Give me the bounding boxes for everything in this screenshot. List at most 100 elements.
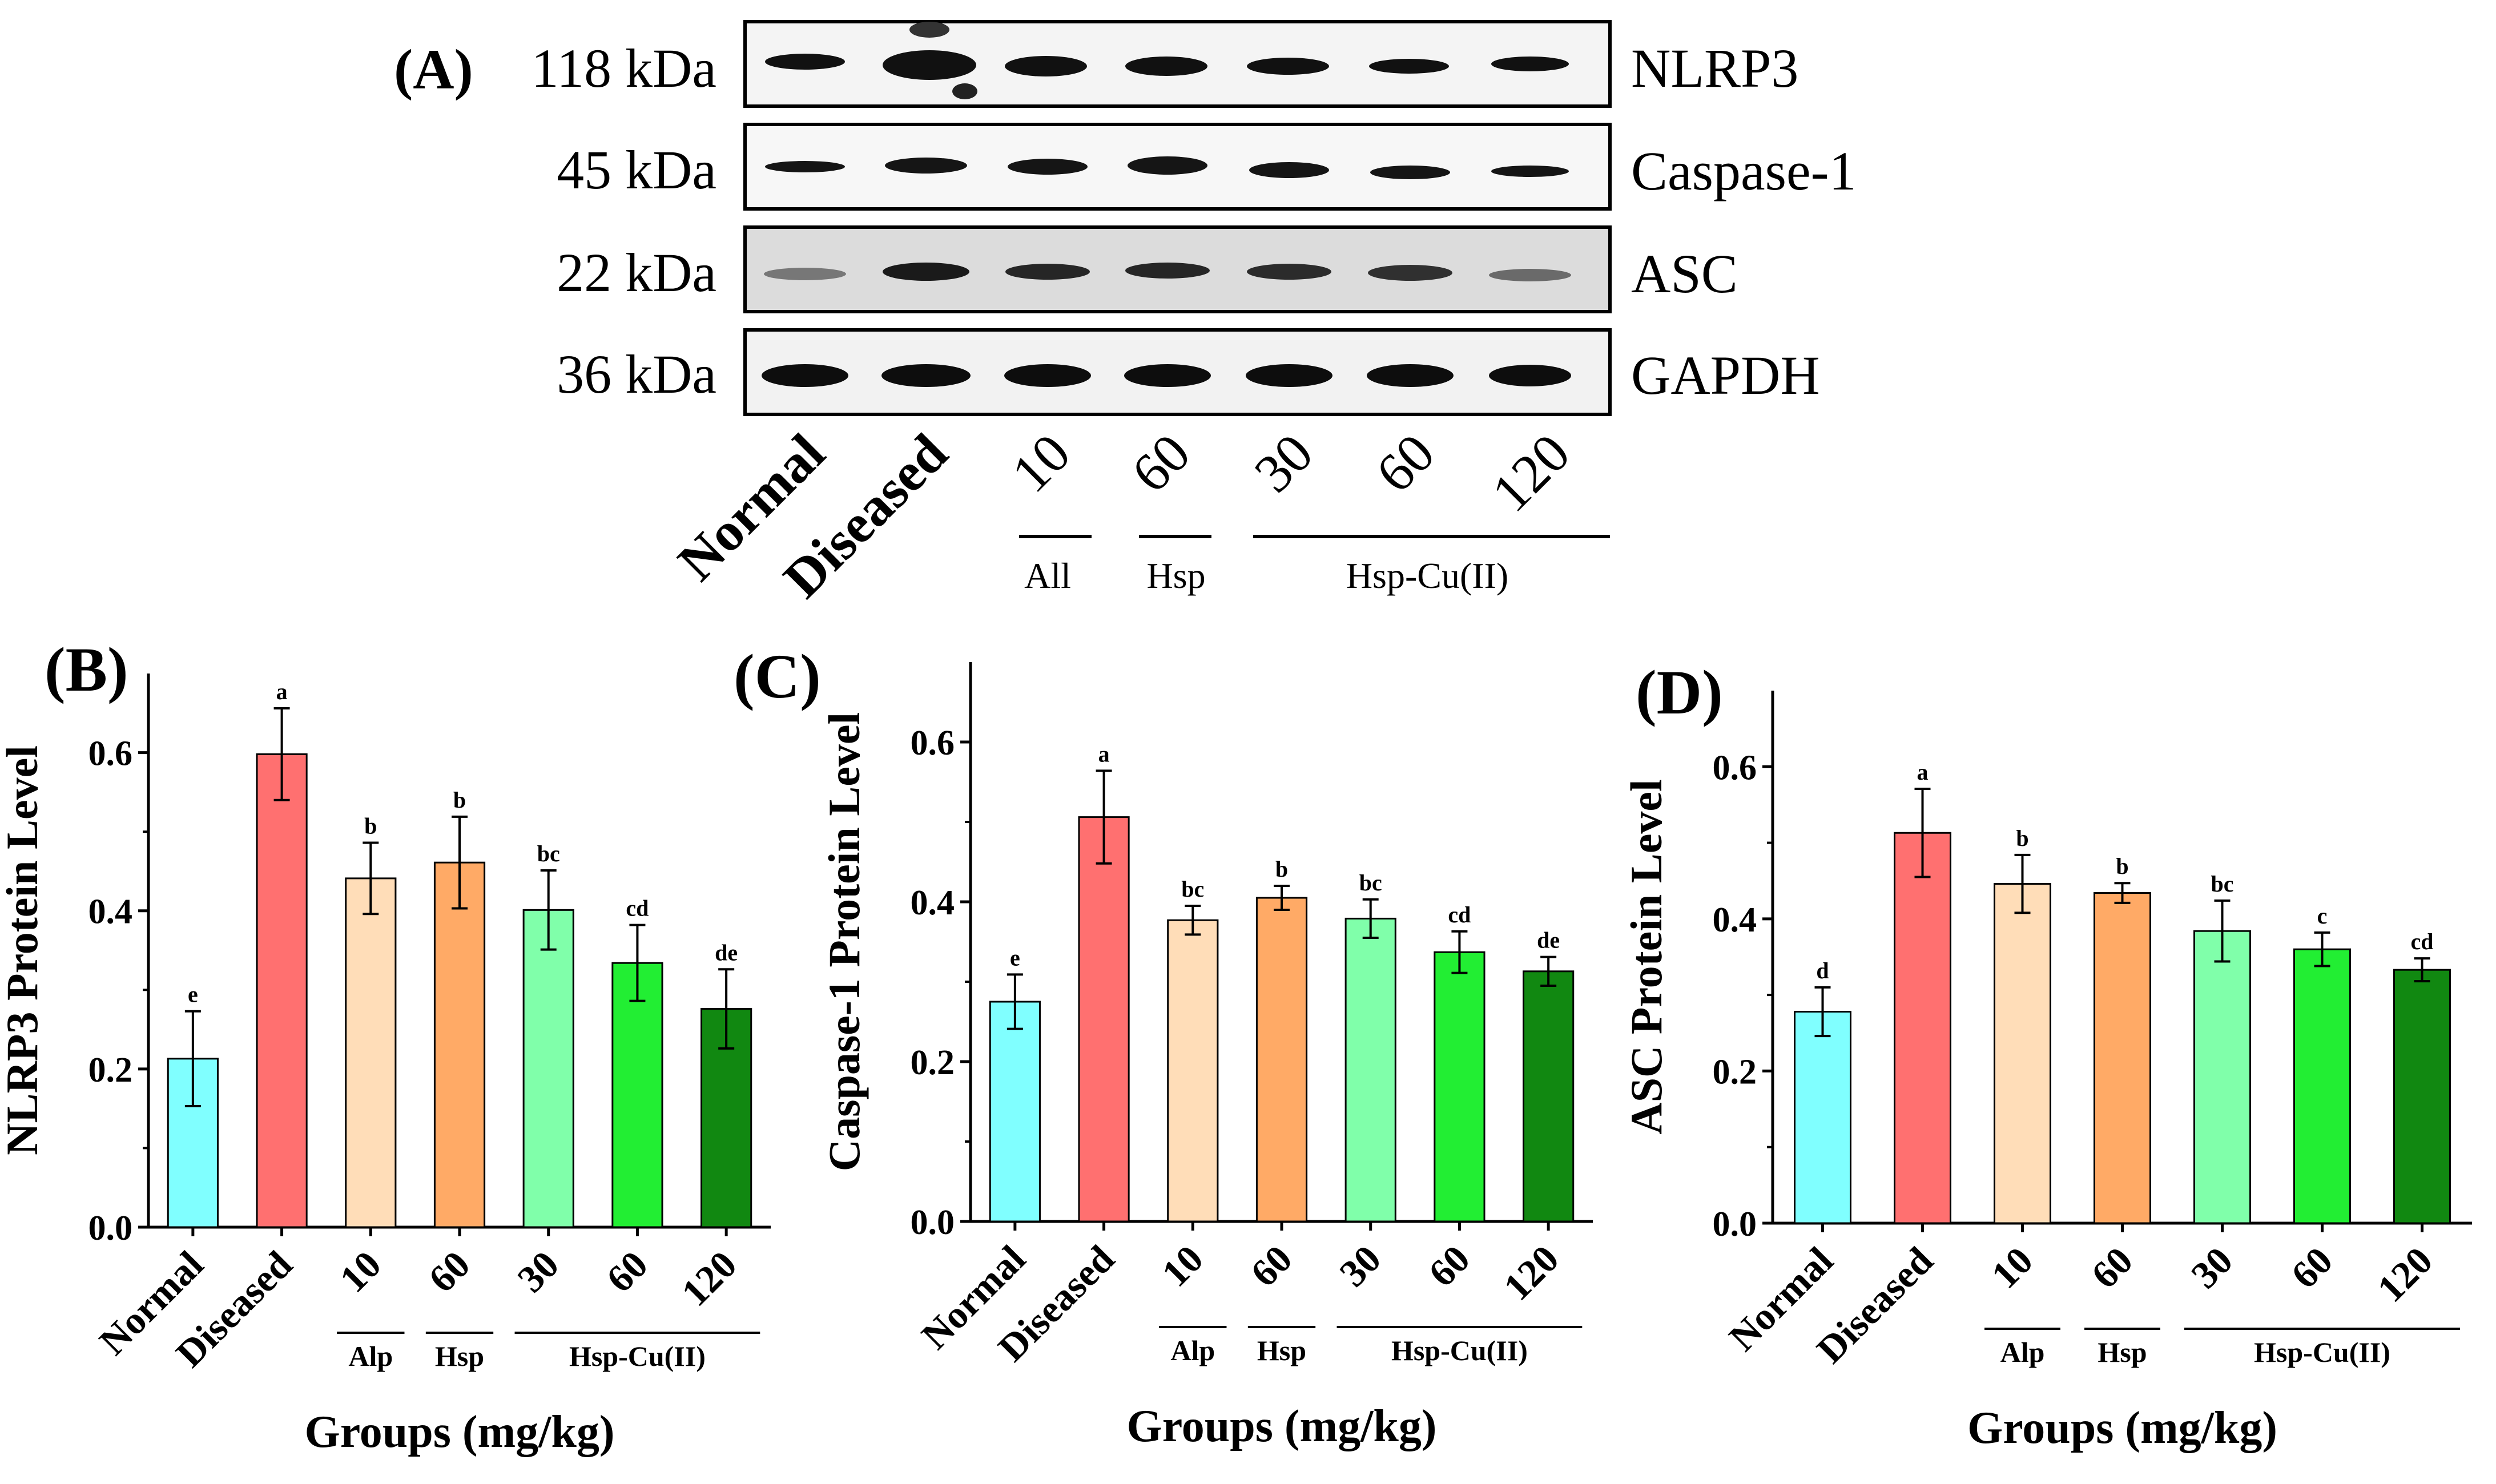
band	[883, 50, 976, 80]
significance-letter: b	[2016, 825, 2028, 851]
blot-protein-label: ASC	[1631, 243, 1738, 304]
x-tick-label: 60	[2083, 1239, 2141, 1297]
group-label: Alp	[2000, 1336, 2045, 1368]
blot-kda-label: 36 kDa	[557, 344, 716, 405]
bands-caspase1	[765, 156, 1569, 179]
x-axis-title: Groups (mg/kg)	[304, 1407, 614, 1457]
bar	[522, 909, 574, 1228]
y-tick-label: 0.4	[88, 893, 133, 931]
y-axis-title: Caspase-1 Protein Level	[819, 712, 869, 1171]
bar	[611, 962, 663, 1228]
y-tick-label: 0.4	[1713, 901, 1757, 939]
y-tick-label: 0.0	[911, 1203, 955, 1242]
significance-letter: e	[188, 982, 198, 1007]
significance-letter: bc	[537, 841, 560, 866]
band	[1489, 365, 1571, 386]
blot-protein-label: GAPDH	[1631, 345, 1820, 406]
x-axis-title: Groups (mg/kg)	[1967, 1403, 2277, 1453]
x-tick-label: 60	[598, 1243, 656, 1301]
bar	[1434, 951, 1485, 1223]
group-label: Hsp-Cu(II)	[569, 1340, 706, 1372]
significance-letter: bc	[1359, 870, 1382, 896]
significance-letter: b	[364, 813, 377, 839]
band	[1491, 166, 1569, 177]
group-label: Hsp	[1257, 1334, 1306, 1366]
significance-letter: a	[276, 679, 288, 704]
band	[1004, 364, 1091, 387]
y-tick-label: 0.6	[1713, 748, 1757, 787]
significance-letter: b	[453, 787, 466, 813]
x-tick-label: 30	[2183, 1239, 2241, 1297]
panel-label: (D)	[1636, 658, 1723, 727]
panel-label: (B)	[45, 635, 128, 704]
bar	[1167, 919, 1219, 1223]
band	[1247, 58, 1329, 75]
bar	[1255, 897, 1308, 1223]
group-label: Hsp	[1146, 555, 1205, 596]
bands-gapdh	[762, 364, 1571, 387]
band	[952, 83, 977, 99]
blot-kda-label: 45 kDa	[557, 139, 716, 200]
bar	[2293, 948, 2351, 1224]
x-tick-label: 120	[1495, 1237, 1567, 1309]
band	[762, 364, 848, 387]
panel-a-label: (A)	[394, 38, 473, 101]
x-tick-label: 60	[420, 1243, 478, 1301]
bands-nlrp3	[765, 22, 1569, 99]
band	[765, 161, 845, 172]
bar	[1994, 883, 2051, 1224]
y-axis-title: NLRP3 Protein Level	[0, 745, 47, 1155]
significance-letter: b	[2116, 853, 2128, 879]
band	[1005, 56, 1087, 76]
bar	[2094, 892, 2151, 1224]
significance-letter: d	[1816, 958, 1829, 983]
chart-panel-c: (C) 0.0 0.2 0.4 0.6 Caspase-1 Protein Level e…	[734, 642, 1593, 1451]
x-tick-label: 10	[331, 1243, 389, 1301]
significance-letter: c	[2317, 903, 2328, 929]
bar	[1523, 970, 1575, 1223]
band	[883, 263, 969, 281]
panel-label: (C)	[734, 642, 821, 711]
y-tick-label: 0.2	[1713, 1052, 1757, 1091]
band	[1008, 159, 1088, 175]
band	[1125, 263, 1210, 279]
y-tick-label: 0.6	[88, 735, 133, 773]
bar	[256, 753, 308, 1228]
y-tick-label: 0.0	[1713, 1205, 1757, 1244]
band	[1125, 57, 1207, 76]
lane-label: 10	[1000, 422, 1082, 504]
x-tick-label: 120	[2369, 1239, 2441, 1310]
bar	[1078, 816, 1130, 1223]
bar	[989, 1001, 1041, 1223]
group-label: Hsp	[435, 1340, 484, 1372]
band	[1249, 162, 1329, 178]
y-tick-label: 0.2	[88, 1051, 133, 1090]
lane-label: 30	[1242, 422, 1325, 504]
band	[1128, 156, 1207, 175]
group-label: Alp	[1170, 1334, 1215, 1366]
band	[909, 22, 949, 38]
y-axis-title: ASC Protein Level	[1621, 779, 1671, 1134]
x-tick-label: 60	[2282, 1239, 2341, 1297]
lane-label: 120	[1480, 422, 1581, 523]
significance-letter: e	[1010, 945, 1020, 970]
blot-kda-label: 22 kDa	[557, 242, 716, 303]
bands-asc	[764, 263, 1571, 281]
significance-letter: de	[1537, 928, 1560, 953]
significance-letter: bc	[1181, 876, 1204, 902]
band	[1369, 59, 1449, 74]
x-axis-title: Groups (mg/kg)	[1126, 1401, 1436, 1451]
band	[1005, 264, 1090, 280]
bar	[345, 877, 397, 1228]
x-tick-label: 120	[673, 1243, 745, 1314]
x-tick-label: 10	[1983, 1239, 2041, 1297]
group-label: Alp	[348, 1340, 393, 1372]
band	[1367, 364, 1454, 387]
significance-letter: de	[715, 939, 738, 965]
band	[765, 54, 845, 70]
